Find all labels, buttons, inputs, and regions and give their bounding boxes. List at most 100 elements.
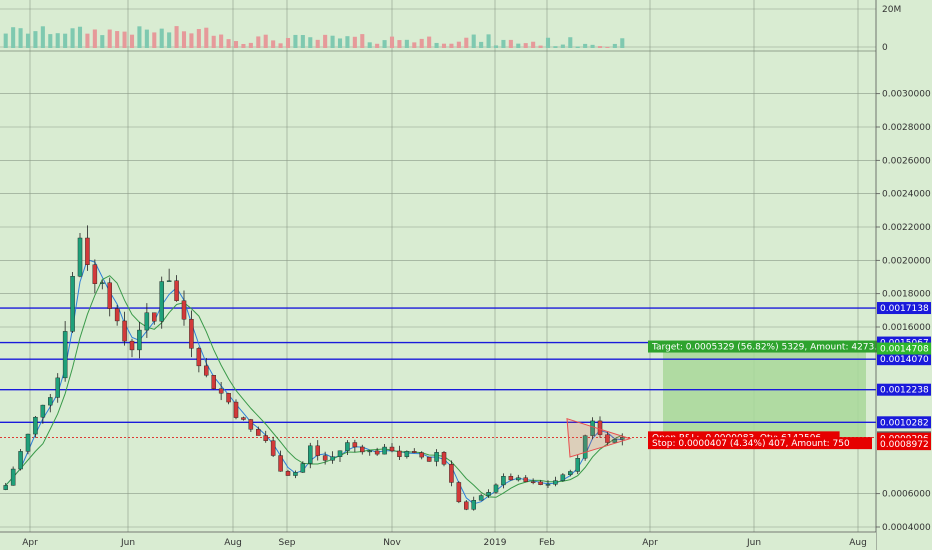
candle-body [129,340,135,351]
candle-body [553,480,558,485]
candle-body [530,481,536,483]
volume-bar [174,26,179,48]
level-price-label-text: 0.0017138 [880,304,929,314]
marker-price-label-text: 0.0008972 [880,440,929,450]
volume-bar [501,39,506,48]
volume-bar [122,31,127,48]
candle-body [241,417,246,420]
candle-body [226,393,231,403]
volume-bar [479,41,484,48]
volume-bar [115,31,120,48]
candle-body [389,446,395,452]
volume-bar [360,34,365,48]
x-tick-label: Feb [539,538,555,548]
candle-body [278,455,283,472]
level-price-label-bg[interactable] [877,383,931,396]
marker-price-label-bg[interactable] [877,438,931,451]
stop-label-box[interactable] [648,437,872,450]
candle-body [449,464,454,483]
y-tick-label: 0.0018000 [882,290,931,300]
candle-body [374,450,380,455]
x-tick-label: Apr [22,538,38,548]
volume-bar [449,43,454,48]
candle-body [382,446,387,455]
candle-body [107,282,112,309]
volume-bar [419,38,424,48]
candle-body [612,439,618,443]
candle-body [211,375,216,389]
volume-bar [293,34,298,48]
candle-body [77,237,83,277]
candle-body [568,471,573,475]
marker-price-label-text: 0.0014708 [880,345,929,355]
volume-bar [337,38,343,48]
candle-body [233,401,239,418]
candle-body [48,397,53,406]
target-label-box[interactable] [648,340,916,353]
candle-body [538,481,543,485]
candle-body [582,435,588,459]
candle-body [114,308,120,322]
x-tick-label: Jun [120,538,135,548]
volume-bar [144,29,149,48]
volume-bar [330,35,335,48]
candle-body [144,312,150,331]
volume-bar [18,28,23,48]
y-tick-label: 0.0022000 [882,223,931,233]
x-tick-label: Nov [383,538,401,548]
stop-label-text: Stop: 0.0000407 (4.34%) 407, Amount: 750 [652,439,850,449]
volume-bar [300,35,305,48]
time-axis-bg [0,532,876,550]
triangle-pattern[interactable] [566,417,632,458]
volume-bar [323,34,328,48]
position-zones [0,348,876,445]
level-price-label-bg[interactable] [877,302,931,315]
candle-body [360,446,365,453]
candle-body [92,264,98,284]
volume-tick-label: 0 [882,43,888,53]
candle-body [315,445,320,456]
level-price-label-bg[interactable] [877,353,931,366]
volume-bar [516,43,521,48]
candle-body [397,450,402,457]
volume-bar [25,33,31,48]
candle-body [330,456,335,461]
y-tick-label: 0.0004000 [882,523,931,533]
candle-body [137,329,142,351]
candle-body [620,437,625,440]
triangle-drawing[interactable] [566,417,632,458]
candle-body [456,482,462,503]
marker-price-label-bg[interactable] [877,342,931,355]
time-axis[interactable]: Apr Jun Aug Sep Nov 2019 Feb Apr Jun Aug [0,531,876,550]
candle-body [181,300,187,320]
volume-bar [441,43,447,48]
candle-body [590,420,595,436]
volume-bar [167,32,172,48]
volume-bar [189,33,194,48]
y-tick-label: 0.0020000 [882,256,931,266]
volume-bar [375,43,380,48]
volume-bar [308,37,313,48]
grid-lines [0,0,876,532]
volume-bar [545,37,551,48]
candle-body [545,484,551,486]
candle-body [352,442,358,448]
candle-body [40,404,46,418]
candle-body [516,477,521,481]
y-tick-label: 0.0030000 [882,90,931,100]
candle-body [10,468,16,486]
candle-body [367,450,372,453]
moving-average-slow [5,275,623,498]
volume-bar [285,37,291,48]
position-annotations[interactable]: Target: 0.0005329 (56.82%) 5329, Amount:… [648,340,916,450]
level-price-label-bg[interactable] [877,416,931,429]
x-tick-label: Aug [224,538,242,548]
x-tick-label: Aug [849,538,867,548]
volume-bar [263,34,268,48]
y-tick-label: 0.0028000 [882,123,931,133]
volume-bar [434,42,439,48]
price-axis[interactable]: 0.0030000 0.0028000 0.0026000 0.0024000 0.00… [875,0,931,550]
volume-bar [456,41,461,48]
